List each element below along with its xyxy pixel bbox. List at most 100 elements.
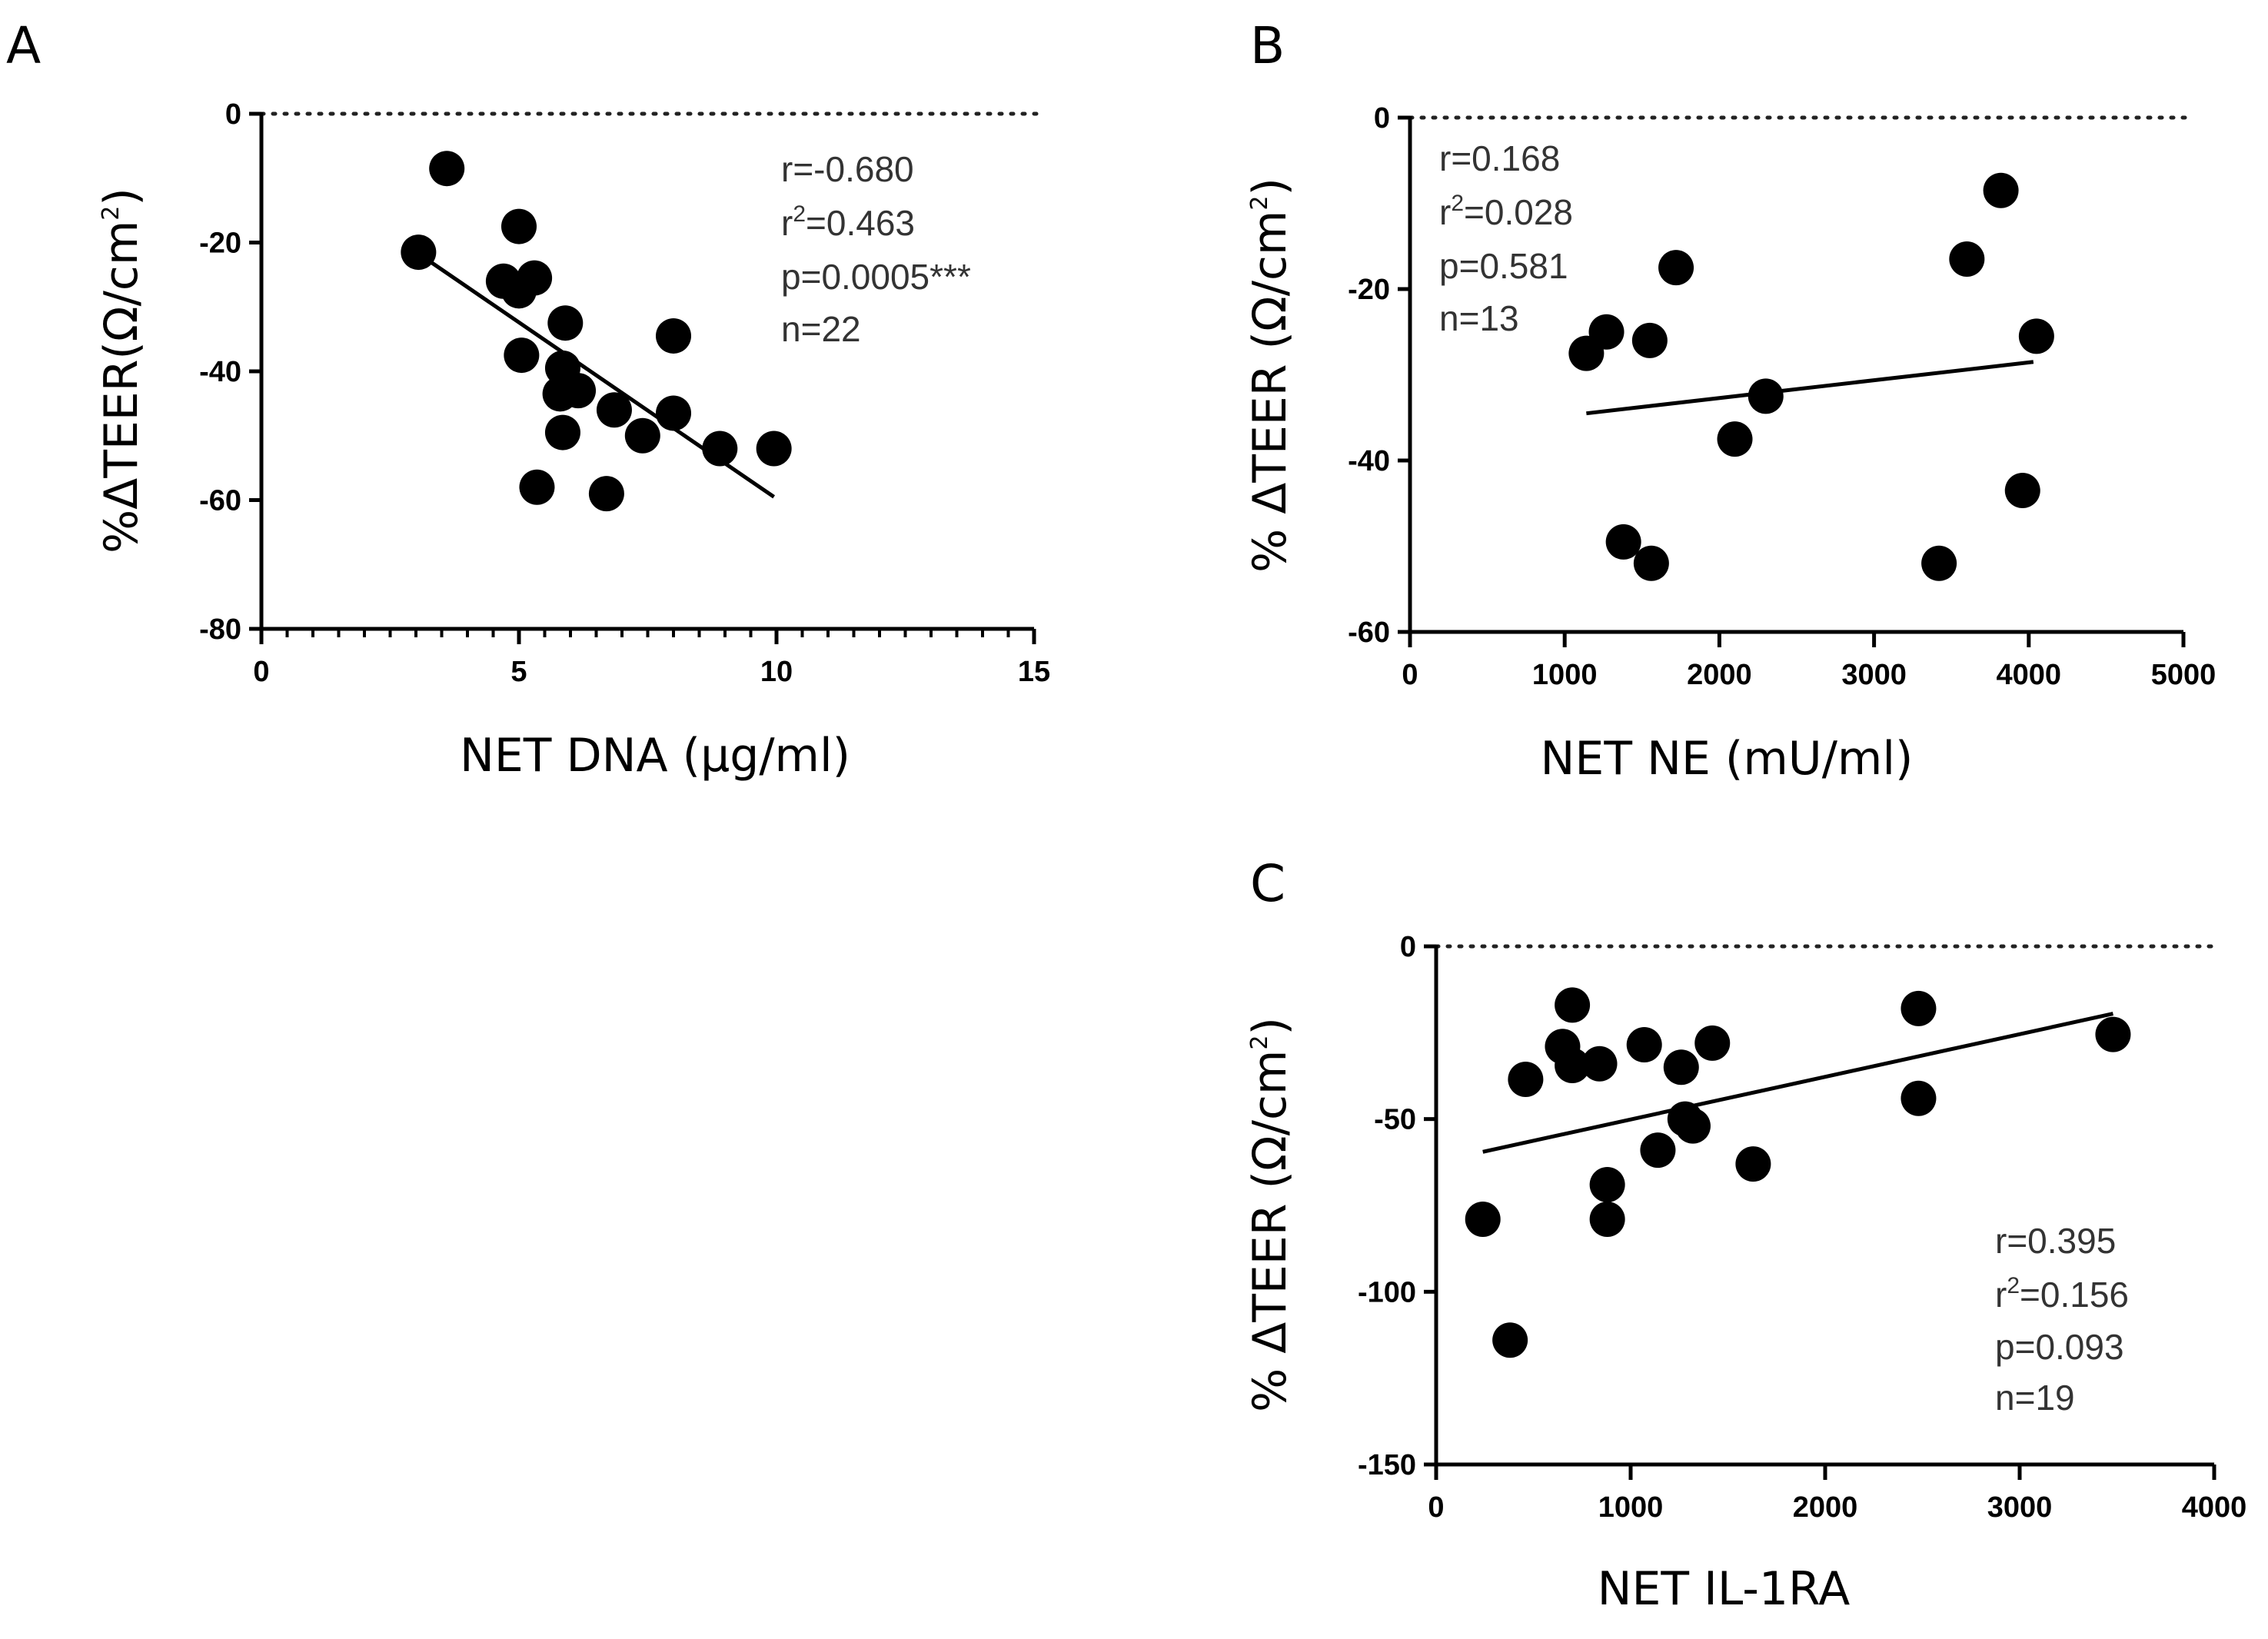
panel-b-data-point [1748, 378, 1784, 414]
panel-b-y-tick-label: -60 [1348, 617, 1390, 649]
panel-c-x-tick-label: 4000 [2182, 1491, 2247, 1524]
panel-b-x-tick-label: 1000 [1532, 659, 1598, 691]
panel-a-data-point [656, 317, 691, 354]
panel-b-data-point [1633, 545, 1669, 581]
panel-b-fit-line [1586, 360, 2034, 416]
panel-a-statistics: r=-0.680 r2=0.463 p=0.0005*** n=22 [781, 149, 971, 349]
panel-a-stat-n: n=22 [781, 309, 861, 349]
panel-b-statistics: r=0.168 r2=0.028 p=0.581 n=13 [1439, 138, 1573, 338]
panel-c-data-points [1465, 987, 2131, 1358]
panel-a-data-point [702, 431, 738, 467]
panel-a-stat-p: p=0.0005*** [781, 257, 971, 297]
panel-b-letter: B [1250, 16, 1285, 75]
panel-a-regression-line [420, 254, 776, 499]
panel-b-x-tick-labels: 0 1000 2000 3000 4000 5000 [1402, 659, 2216, 691]
panel-c-data-point [1626, 1027, 1662, 1063]
panel-c-data-point [1901, 1080, 1937, 1116]
panel-b-y-tick-label: 0 [1374, 102, 1390, 135]
panel-b-stat-n: n=13 [1439, 298, 1519, 338]
panel-a-y-tick-label: -80 [199, 613, 241, 646]
panel-a-data-point [517, 260, 553, 296]
panel-b-data-point [2004, 473, 2040, 509]
panel-c-data-point [1589, 1167, 1625, 1203]
panel-c-x-tick-labels: 0 1000 2000 3000 4000 [1428, 1491, 2246, 1524]
panel-b-y-axis-title: % ΔTEER (Ω/cm2) [1243, 178, 1297, 573]
panel-c-data-point [1555, 1048, 1591, 1084]
panel-a-data-point [596, 392, 632, 428]
panel-a-y-tick-label: -40 [199, 356, 241, 388]
panel-b-x-tick-label: 2000 [1687, 659, 1752, 691]
panel-a-data-point [519, 469, 555, 505]
panel-c-data-point [1674, 1108, 1711, 1144]
panel-a-fit-line [420, 254, 776, 499]
panel-a-letter: A [6, 16, 41, 75]
panel-c-data-point [1640, 1132, 1676, 1169]
panel-b-data-point [1588, 314, 1625, 350]
panel-c-x-tick-label: 0 [1428, 1491, 1444, 1524]
panel-b-data-point [1631, 322, 1668, 358]
panel-b-x-tick-label: 4000 [1997, 659, 2062, 691]
panel-c-x-tick-label: 1000 [1598, 1491, 1664, 1524]
panel-c-data-point [1555, 987, 1591, 1023]
panel-a-data-point [544, 414, 580, 450]
panel-a-x-tick-label: 10 [760, 656, 793, 688]
panel-c-y-tick-label: 0 [1400, 931, 1416, 963]
panel-c-data-point [1581, 1046, 1618, 1082]
panel-a-stat-r-squared: r2=0.463 [781, 201, 915, 243]
panel-c-data-point [1694, 1025, 1731, 1061]
panel-c-regression-line [1482, 1012, 2113, 1154]
panel-c-data-point [2095, 1016, 2131, 1052]
panel-c-data-point [1465, 1201, 1501, 1237]
panel-b-data-point [1717, 421, 1753, 457]
panel-c-x-axis-title: NET IL-1RA [1598, 1562, 1851, 1616]
panel-c-y-tick-labels: 0 -50 -100 -150 [1358, 931, 1416, 1481]
panel-b-data-point [2018, 318, 2054, 354]
panel-a-x-tick-label: 15 [1018, 656, 1050, 688]
panel-c-x-tick-label: 3000 [1987, 1491, 2053, 1524]
panel-a-data-point [547, 305, 584, 341]
panel-a-data-point [624, 417, 660, 454]
panel-b-stat-p: p=0.581 [1439, 246, 1568, 286]
panel-b-x-tick-label: 3000 [1841, 659, 1907, 691]
panel-c-x-tick-label: 2000 [1793, 1491, 1858, 1524]
panel-b-y-tick-label: -40 [1348, 445, 1390, 477]
panel-a-data-point [501, 208, 537, 244]
panel-a-axes [249, 111, 1036, 644]
panel-c-axes [1424, 944, 2216, 1480]
panel-c-data-point [1735, 1146, 1771, 1182]
panel-c-stat-p: p=0.093 [1995, 1327, 2124, 1367]
panel-c-stat-n: n=19 [1995, 1378, 2075, 1418]
panel-b-data-point [1983, 172, 2019, 208]
panel-a-data-points [401, 151, 792, 512]
panel-a-data-point [401, 234, 437, 271]
panel-a-y-tick-label: -60 [199, 485, 241, 517]
panel-a-x-axis-title: NET DNA (µg/ml) [460, 729, 850, 783]
panel-b-x-axis-title: NET NE (mU/ml) [1541, 732, 1914, 786]
panel-b: B 0 1000 2000 3000 4000 5000 0 -20 -40 -60 NET N… [1243, 16, 2216, 786]
panel-c-data-point [1663, 1049, 1699, 1085]
panel-c-y-axis-title: % ΔTEER (Ω/cm2) [1243, 1017, 1297, 1412]
panel-c-stat-r-squared: r2=0.156 [1995, 1273, 2129, 1315]
panel-c-stat-r: r=0.395 [1995, 1221, 2116, 1261]
panel-b-y-tick-labels: 0 -20 -40 -60 [1348, 102, 1390, 649]
panel-a-y-axis-title: %ΔTEER(Ω/cm2) [95, 188, 148, 554]
panel-b-data-points [1568, 172, 2054, 581]
panel-a-y-tick-label: -20 [199, 228, 241, 260]
panel-b-x-tick-label: 0 [1402, 659, 1418, 691]
panel-c-y-tick-label: -100 [1358, 1276, 1416, 1308]
panel-a-y-tick-labels: 0 -20 -40 -60 -80 [199, 98, 241, 646]
panel-c-data-point [1508, 1061, 1544, 1097]
panel-c-data-point [1901, 990, 1937, 1026]
panel-a-stat-r: r=-0.680 [781, 149, 914, 189]
panel-a-data-point [756, 431, 792, 467]
panel-a-data-point [504, 337, 540, 374]
panel-a-x-tick-label: 0 [253, 656, 269, 688]
panel-c-y-tick-label: -150 [1358, 1449, 1416, 1481]
panel-c-fit-line [1482, 1012, 2113, 1154]
panel-c-data-point [1589, 1201, 1625, 1237]
panel-a-y-tick-label: 0 [225, 98, 241, 131]
panel-a-x-tick-label: 5 [510, 656, 527, 688]
panel-b-data-point [1949, 241, 1985, 277]
panel-b-data-point [1921, 545, 1957, 581]
